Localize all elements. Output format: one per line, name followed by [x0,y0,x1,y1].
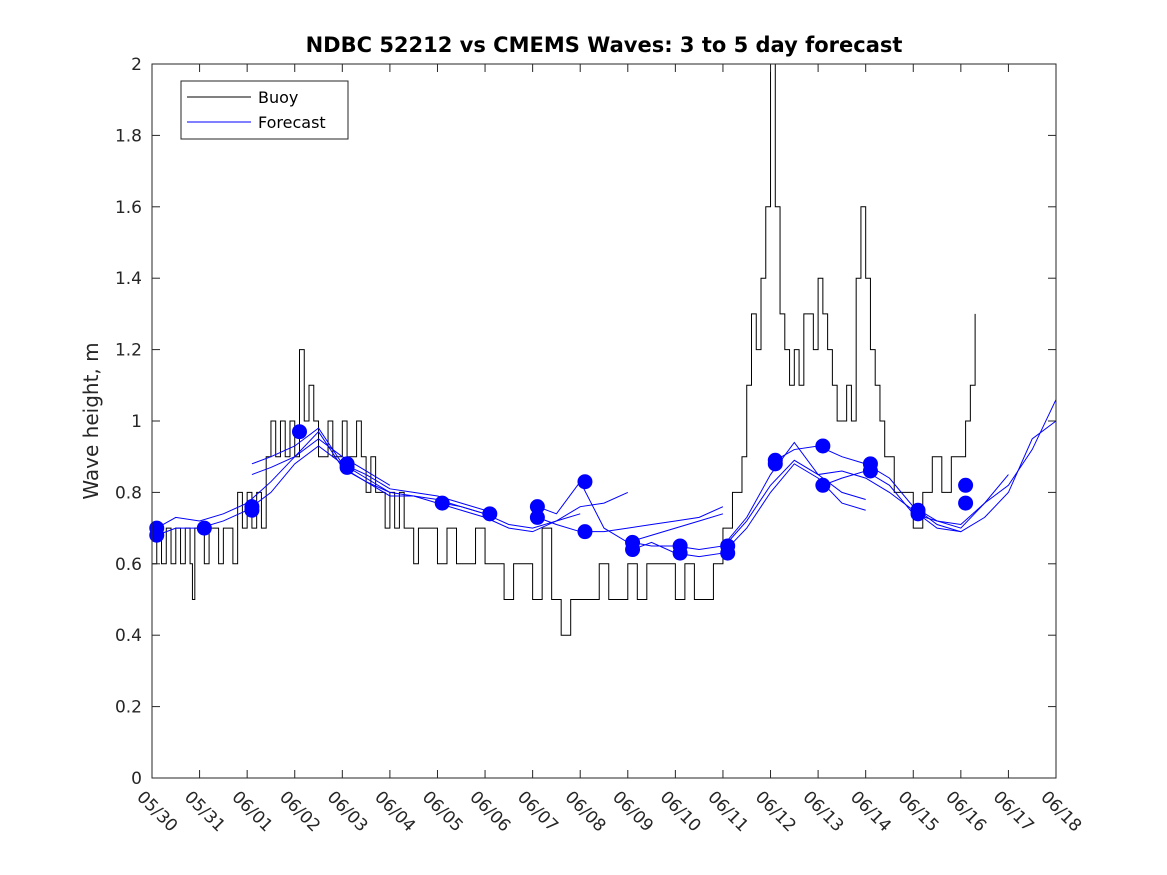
y-axis-label: Wave height, m [79,342,103,499]
x-tick-label: 06/17 [989,787,1038,836]
forecast-run-line [775,445,1009,529]
y-tick-label: 1.4 [115,269,142,289]
forecast-run-line [442,491,628,529]
x-tick-label: 06/08 [561,787,610,836]
forecast-run-line [346,470,581,533]
y-tick-label: 0.6 [115,555,142,575]
x-tick-label: 06/09 [608,787,657,836]
forecast-marker [625,542,641,558]
x-tick-label: 06/05 [418,787,467,836]
y-tick-label: 0.8 [115,483,142,503]
forecast-marker [577,524,593,540]
x-tick-label: 06/01 [228,787,277,836]
plot-area [152,64,1056,778]
y-tick-label: 1.6 [115,198,142,218]
y-tick-label: 0.2 [115,698,142,718]
x-tick-label: 06/03 [323,787,372,836]
forecast-marker [958,477,974,493]
x-tick-label: 06/13 [799,787,848,836]
legend-label-forecast: Forecast [258,113,326,132]
x-tick-label: 06/16 [941,787,990,836]
x-tick-label: 06/15 [894,787,943,836]
forecast-marker [434,495,450,511]
forecast-markers [149,424,974,561]
forecast-marker [149,527,165,543]
forecast-marker [910,506,926,522]
x-tick-label: 05/31 [180,787,229,836]
x-tick-label: 06/14 [846,787,895,836]
chart-title: NDBC 52212 vs CMEMS Waves: 3 to 5 day fo… [306,33,903,57]
x-tick-label: 06/02 [275,787,324,836]
forecast-marker [577,474,593,490]
legend-box [180,80,349,140]
y-axis: 0 0.2 0.4 0.6 0.8 1 1.2 1.4 1.6 1.8 2 [115,55,1056,789]
forecast-marker [339,459,355,475]
y-tick-label: 0 [131,769,142,789]
forecast-marker [958,495,974,511]
x-tick-label: 06/12 [751,787,800,836]
forecast-marker [482,506,498,522]
x-tick-label: 06/06 [466,787,515,836]
forecast-marker [196,520,212,536]
x-tick-label: 06/04 [370,787,419,836]
forecast-marker [291,424,307,440]
y-tick-label: 0.4 [115,626,142,646]
x-tick-label: 06/18 [1036,787,1085,836]
forecast-marker [767,456,783,472]
legend: Buoy Forecast [180,80,349,140]
y-tick-label: 1.2 [115,341,142,361]
forecast-marker [672,545,688,561]
x-tick-label: 06/11 [703,787,752,836]
forecast-marker [529,509,545,525]
forecast-run-line [537,506,724,533]
forecast-series [156,399,1057,558]
x-tick-label: 06/10 [656,787,705,836]
legend-label-buoy: Buoy [258,88,298,107]
y-tick-label: 1.8 [115,126,142,146]
forecast-marker [862,463,878,479]
y-tick-label: 1 [131,412,142,432]
forecast-marker [815,438,831,454]
forecast-run-line [917,420,1057,533]
y-tick-label: 2 [131,55,142,75]
forecast-marker [244,499,260,515]
x-tick-label: 05/30 [132,787,181,836]
forecast-marker [720,545,736,561]
x-tick-label: 06/07 [513,787,562,836]
forecast-marker [815,477,831,493]
